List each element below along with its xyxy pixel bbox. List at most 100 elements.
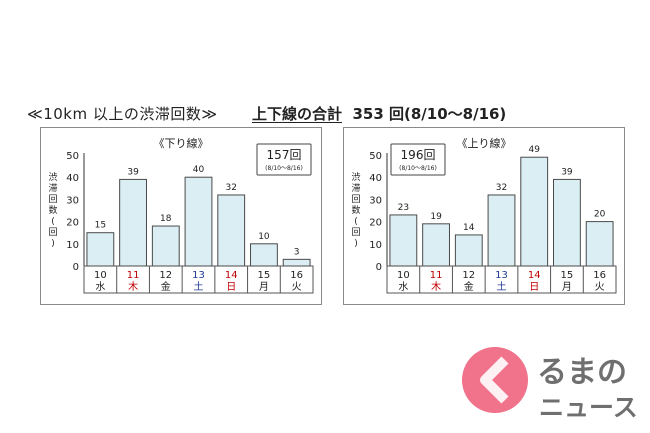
y-axis-label-char: 数 bbox=[351, 204, 360, 216]
y-tick-label: 0 bbox=[73, 262, 79, 273]
total-box bbox=[256, 143, 312, 176]
y-tick-label: 30 bbox=[66, 195, 79, 206]
y-axis-label-char: 回 bbox=[48, 194, 57, 205]
total-value: 157回 bbox=[267, 148, 302, 162]
y-tick-label: 50 bbox=[66, 151, 79, 162]
y-tick-label: 10 bbox=[369, 240, 382, 251]
y-axis-label-char: 回 bbox=[351, 194, 360, 205]
x-tick-weekday: 金 bbox=[464, 280, 474, 293]
y-tick-label: 20 bbox=[66, 218, 79, 229]
x-tick-weekday: 金 bbox=[161, 280, 171, 293]
data-label: 14 bbox=[463, 223, 475, 233]
logo-text: るまの bbox=[537, 355, 627, 390]
bar bbox=[184, 176, 213, 267]
data-label: 40 bbox=[193, 165, 205, 175]
data-label: 32 bbox=[496, 183, 507, 193]
total-box bbox=[390, 143, 446, 176]
chart-panel-up: 《上り線》 0 10 20 30 40 50 渋滞回数(回) 23 10 水 19 11 木 14 12 金 32… bbox=[343, 127, 625, 305]
x-tick-weekday: 月 bbox=[562, 281, 572, 293]
y-tick-label: 20 bbox=[369, 218, 382, 229]
heading-total-value: 353 回(8/10〜8/16) bbox=[352, 105, 507, 123]
kurumanonews-logo: るまの ニュース bbox=[462, 347, 638, 422]
bar bbox=[86, 232, 115, 267]
y-axis-label-char: ) bbox=[51, 239, 55, 249]
bar bbox=[119, 178, 147, 267]
logo-circle-icon bbox=[462, 347, 528, 413]
x-tick-weekday: 木 bbox=[431, 281, 441, 293]
total-range: (8/10〜8/16) bbox=[399, 165, 437, 172]
x-tick-weekday: 火 bbox=[292, 281, 302, 293]
bar bbox=[151, 225, 180, 267]
bar bbox=[487, 194, 516, 267]
data-label: 20 bbox=[594, 210, 606, 220]
x-tick-day: 12 bbox=[462, 270, 475, 281]
y-tick-label: 30 bbox=[369, 195, 382, 206]
y-axis-label-char: ( bbox=[354, 217, 358, 227]
x-tick-day: 10 bbox=[94, 270, 107, 281]
x-tick-day: 14 bbox=[528, 270, 541, 281]
bar bbox=[217, 194, 246, 267]
bar bbox=[282, 258, 311, 267]
x-tick-day: 15 bbox=[561, 270, 574, 281]
x-tick-day: 16 bbox=[593, 270, 606, 281]
heading-total: 上下線の合計 353 回(8/10〜8/16) bbox=[252, 103, 506, 124]
data-label: 18 bbox=[160, 214, 172, 224]
y-axis-label-char: 回 bbox=[48, 227, 57, 238]
heading-total-label: 上下線の合計 bbox=[252, 105, 343, 123]
x-tick-day: 16 bbox=[290, 270, 303, 281]
data-label: 19 bbox=[430, 212, 442, 222]
chart-panel-down: 《下り線》 0 10 20 30 40 50 渋滞回数(回) 15 10 水 39 11 木 18 12 金 40… bbox=[40, 127, 322, 305]
y-axis-label-char: 数 bbox=[48, 204, 57, 216]
chart-down: 《下り線》01020304050渋滞回数(回)1510水3911木1812金40… bbox=[48, 136, 314, 294]
x-tick-weekday: 日 bbox=[226, 282, 236, 293]
x-tick-day: 13 bbox=[495, 270, 508, 281]
bar bbox=[389, 214, 418, 267]
bar bbox=[520, 156, 549, 267]
x-tick-weekday: 月 bbox=[259, 281, 269, 293]
logo-subtext: ニュース bbox=[539, 393, 638, 422]
y-axis-label-char: 滞 bbox=[351, 183, 360, 194]
heading-title: ≪10km 以上の渋滞回数≫ bbox=[27, 105, 218, 123]
x-tick-day: 12 bbox=[159, 270, 172, 281]
data-label: 32 bbox=[225, 183, 236, 193]
x-tick-day: 11 bbox=[127, 270, 140, 281]
x-tick-weekday: 水 bbox=[95, 281, 105, 293]
x-tick-weekday: 水 bbox=[398, 281, 408, 293]
bar bbox=[422, 223, 450, 267]
y-axis-label-char: 渋 bbox=[48, 171, 57, 183]
data-label: 10 bbox=[258, 232, 270, 242]
chart-title: 《上り線》 bbox=[457, 136, 512, 150]
x-tick-day: 14 bbox=[225, 270, 238, 281]
y-tick-label: 10 bbox=[66, 240, 79, 251]
y-axis-label-char: 回 bbox=[351, 227, 360, 238]
data-label: 39 bbox=[561, 167, 573, 177]
data-label: 3 bbox=[294, 247, 300, 257]
x-tick-weekday: 日 bbox=[529, 282, 539, 293]
chart-title: 《下り線》 bbox=[154, 136, 209, 150]
data-label: 49 bbox=[528, 145, 540, 155]
y-tick-label: 40 bbox=[369, 173, 382, 184]
chart-up: 《上り線》01020304050渋滞回数(回)2310水1911木1412金32… bbox=[351, 136, 617, 294]
y-tick-label: 50 bbox=[369, 151, 382, 162]
bar bbox=[553, 178, 581, 267]
total-range: (8/10〜8/16) bbox=[265, 165, 303, 172]
y-axis-label-char: 滞 bbox=[48, 183, 57, 194]
y-tick-label: 40 bbox=[66, 173, 79, 184]
y-tick-label: 0 bbox=[376, 262, 382, 273]
x-tick-day: 13 bbox=[192, 270, 205, 281]
y-axis-label-char: 渋 bbox=[351, 171, 360, 183]
y-axis-label-char: ( bbox=[51, 217, 55, 227]
x-tick-weekday: 土 bbox=[194, 280, 204, 293]
y-axis-label-char: ) bbox=[354, 239, 358, 249]
data-label: 39 bbox=[127, 167, 139, 177]
x-tick-weekday: 土 bbox=[497, 280, 507, 293]
x-tick-weekday: 木 bbox=[128, 281, 138, 293]
page-header: ≪10km 以上の渋滞回数≫ 上下線の合計 353 回(8/10〜8/16) bbox=[0, 103, 650, 127]
x-tick-weekday: 火 bbox=[595, 281, 605, 293]
total-value: 196回 bbox=[401, 148, 436, 162]
x-tick-day: 10 bbox=[397, 270, 410, 281]
x-tick-day: 15 bbox=[258, 270, 271, 281]
bar bbox=[585, 221, 614, 267]
data-label: 15 bbox=[95, 221, 106, 231]
bar bbox=[454, 234, 483, 267]
